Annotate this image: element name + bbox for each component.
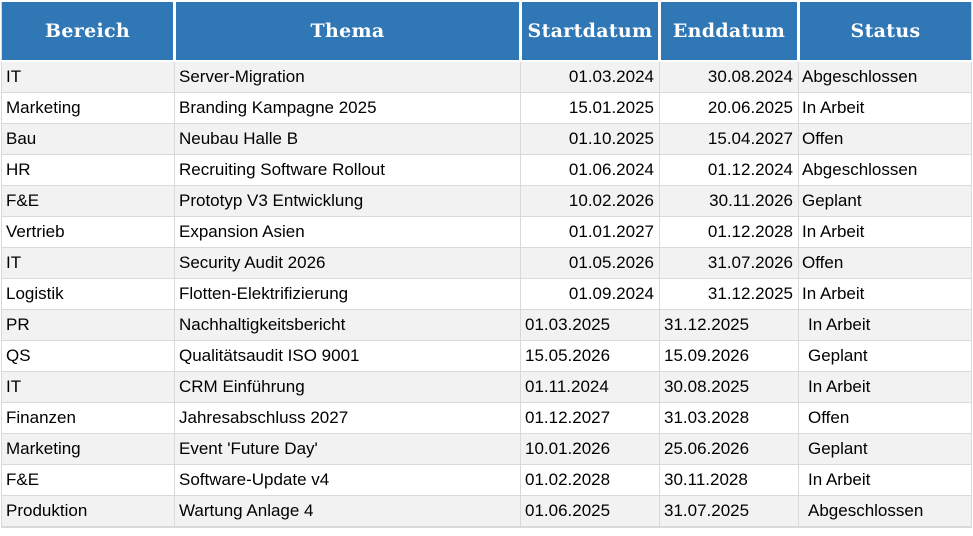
column-header-bereich[interactable]: Bereich	[1, 2, 176, 62]
cell-thema[interactable]: Security Audit 2026	[174, 247, 521, 279]
projects-table: Bereich Thema Startdatum Enddatum Status…	[1, 2, 972, 528]
cell-thema[interactable]: Qualitätsaudit ISO 9001	[174, 340, 521, 372]
cell-startdatum[interactable]: 01.06.2024	[520, 154, 660, 186]
cell-startdatum[interactable]: 01.11.2024	[520, 371, 660, 403]
cell-bereich[interactable]: PR	[1, 309, 175, 341]
cell-enddatum[interactable]: 15.09.2026	[659, 340, 799, 372]
cell-enddatum[interactable]: 31.12.2025	[659, 309, 799, 341]
cell-enddatum[interactable]: 15.04.2027	[659, 123, 799, 155]
cell-bereich[interactable]: Marketing	[1, 92, 175, 124]
column-header-status[interactable]: Status	[798, 2, 972, 62]
cell-enddatum[interactable]: 20.06.2025	[659, 92, 799, 124]
table-row: Marketing Branding Kampagne 2025 15.01.202…	[1, 92, 972, 124]
cell-thema[interactable]: Prototyp V3 Entwicklung	[174, 185, 521, 217]
table-row: Bau Neubau Halle B 01.10.2025 15.04.2027 Off…	[1, 123, 972, 155]
cell-startdatum[interactable]: 10.02.2026	[520, 185, 660, 217]
cell-thema[interactable]: CRM Einführung	[174, 371, 521, 403]
cell-startdatum[interactable]: 01.09.2024	[520, 278, 660, 310]
cell-startdatum[interactable]: 01.01.2027	[520, 216, 660, 248]
cell-enddatum[interactable]: 01.12.2028	[659, 216, 799, 248]
cell-startdatum[interactable]: 10.01.2026	[520, 433, 660, 465]
cell-status[interactable]: Offen	[798, 123, 972, 155]
cell-startdatum[interactable]: 15.05.2026	[520, 340, 660, 372]
cell-enddatum[interactable]: 31.07.2025	[659, 495, 799, 528]
table-row: Produktion Wartung Anlage 4 01.06.2025 31.0…	[1, 495, 972, 528]
cell-status[interactable]: In Arbeit	[798, 278, 972, 310]
cell-bereich[interactable]: Bau	[1, 123, 175, 155]
cell-status[interactable]: In Arbeit	[798, 371, 972, 403]
cell-thema[interactable]: Expansion Asien	[174, 216, 521, 248]
cell-thema[interactable]: Wartung Anlage 4	[174, 495, 521, 528]
cell-startdatum[interactable]: 15.01.2025	[520, 92, 660, 124]
cell-status[interactable]: Abgeschlossen	[798, 154, 972, 186]
table-row: HR Recruiting Software Rollout 01.06.2024 0…	[1, 154, 972, 186]
cell-enddatum[interactable]: 30.11.2026	[659, 185, 799, 217]
cell-enddatum[interactable]: 31.03.2028	[659, 402, 799, 434]
table-row: Logistik Flotten-Elektrifizierung 01.09.20…	[1, 278, 972, 310]
cell-startdatum[interactable]: 01.06.2025	[520, 495, 660, 528]
cell-status[interactable]: Offen	[798, 402, 972, 434]
cell-status[interactable]: In Arbeit	[798, 92, 972, 124]
table-row: QS Qualitätsaudit ISO 9001 15.05.2026 15.09…	[1, 340, 972, 372]
table-row: F&E Prototyp V3 Entwicklung 10.02.2026 30.1…	[1, 185, 972, 217]
cell-startdatum[interactable]: 01.03.2024	[520, 60, 660, 93]
cell-bereich[interactable]: IT	[1, 60, 175, 93]
cell-bereich[interactable]: Logistik	[1, 278, 175, 310]
cell-status[interactable]: Abgeschlossen	[798, 495, 972, 528]
cell-enddatum[interactable]: 30.08.2024	[659, 60, 799, 93]
cell-enddatum[interactable]: 01.12.2024	[659, 154, 799, 186]
cell-thema[interactable]: Recruiting Software Rollout	[174, 154, 521, 186]
cell-enddatum[interactable]: 30.11.2028	[659, 464, 799, 496]
column-header-thema[interactable]: Thema	[174, 2, 522, 62]
cell-bereich[interactable]: F&E	[1, 185, 175, 217]
column-header-enddatum[interactable]: Enddatum	[659, 2, 800, 62]
cell-bereich[interactable]: Produktion	[1, 495, 175, 528]
column-header-startdatum[interactable]: Startdatum	[520, 2, 661, 62]
cell-status[interactable]: Abgeschlossen	[798, 60, 972, 93]
cell-enddatum[interactable]: 31.12.2025	[659, 278, 799, 310]
cell-thema[interactable]: Software-Update v4	[174, 464, 521, 496]
cell-status[interactable]: In Arbeit	[798, 309, 972, 341]
table-row: F&E Software-Update v4 01.02.2028 30.11.202…	[1, 464, 972, 496]
cell-status[interactable]: Geplant	[798, 340, 972, 372]
table-row: IT Server-Migration 01.03.2024 30.08.2024 Ab…	[1, 60, 972, 93]
cell-enddatum[interactable]: 30.08.2025	[659, 371, 799, 403]
cell-thema[interactable]: Flotten-Elektrifizierung	[174, 278, 521, 310]
cell-bereich[interactable]: Finanzen	[1, 402, 175, 434]
cell-startdatum[interactable]: 01.12.2027	[520, 402, 660, 434]
table-row: PR Nachhaltigkeitsbericht 01.03.2025 31.12.…	[1, 309, 972, 341]
cell-bereich[interactable]: Vertrieb	[1, 216, 175, 248]
cell-bereich[interactable]: Marketing	[1, 433, 175, 465]
cell-thema[interactable]: Server-Migration	[174, 60, 521, 93]
cell-enddatum[interactable]: 31.07.2026	[659, 247, 799, 279]
cell-status[interactable]: Offen	[798, 247, 972, 279]
cell-status[interactable]: Geplant	[798, 185, 972, 217]
header-row: Bereich Thema Startdatum Enddatum Status	[1, 2, 972, 62]
table-row: IT CRM Einführung 01.11.2024 30.08.2025 In A…	[1, 371, 972, 403]
cell-thema[interactable]: Jahresabschluss 2027	[174, 402, 521, 434]
cell-thema[interactable]: Neubau Halle B	[174, 123, 521, 155]
cell-bereich[interactable]: HR	[1, 154, 175, 186]
table-row: Marketing Event 'Future Day' 10.01.2026 25.…	[1, 433, 972, 465]
table-row: IT Security Audit 2026 01.05.2026 31.07.202…	[1, 247, 972, 279]
table-row: Vertrieb Expansion Asien 01.01.2027 01.12.2…	[1, 216, 972, 248]
cell-startdatum[interactable]: 01.03.2025	[520, 309, 660, 341]
cell-bereich[interactable]: QS	[1, 340, 175, 372]
table-row: Finanzen Jahresabschluss 2027 01.12.2027 31…	[1, 402, 972, 434]
cell-status[interactable]: Geplant	[798, 433, 972, 465]
cell-thema[interactable]: Nachhaltigkeitsbericht	[174, 309, 521, 341]
cell-thema[interactable]: Branding Kampagne 2025	[174, 92, 521, 124]
cell-thema[interactable]: Event 'Future Day'	[174, 433, 521, 465]
cell-bereich[interactable]: F&E	[1, 464, 175, 496]
cell-status[interactable]: In Arbeit	[798, 216, 972, 248]
cell-startdatum[interactable]: 01.10.2025	[520, 123, 660, 155]
cell-bereich[interactable]: IT	[1, 247, 175, 279]
cell-startdatum[interactable]: 01.02.2028	[520, 464, 660, 496]
cell-bereich[interactable]: IT	[1, 371, 175, 403]
cell-status[interactable]: In Arbeit	[798, 464, 972, 496]
cell-startdatum[interactable]: 01.05.2026	[520, 247, 660, 279]
cell-enddatum[interactable]: 25.06.2026	[659, 433, 799, 465]
